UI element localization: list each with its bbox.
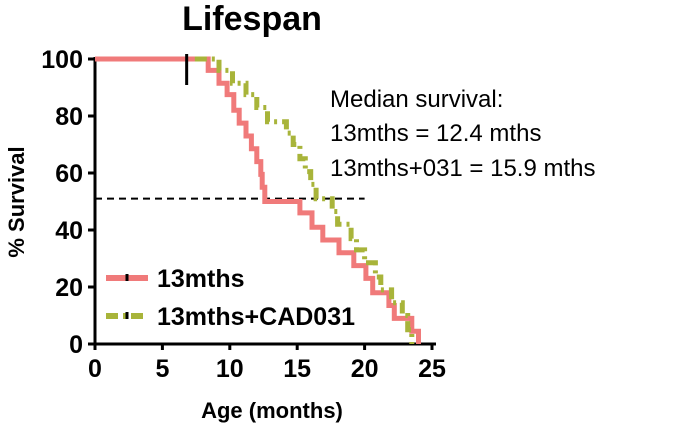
- axes: [88, 57, 436, 350]
- y-axis-label: % Survival: [4, 146, 29, 257]
- series-line-13mths-cad031: [194, 56, 415, 344]
- y-tick-label: 80: [55, 103, 83, 131]
- y-tick-label: 100: [41, 46, 83, 74]
- legend-item-13mths: 13mths: [106, 265, 245, 293]
- y-tick-label: 0: [69, 331, 83, 359]
- legend: 13mths 13mths+CAD031: [106, 265, 355, 331]
- x-tick-label: 15: [283, 355, 311, 383]
- chart-title: Lifespan: [182, 0, 322, 38]
- series-group: [95, 56, 421, 344]
- x-tick-label: 5: [155, 355, 169, 383]
- tick-labels: 0 5 10 15 20 25 0 20 40 60 80 100: [41, 46, 446, 383]
- y-tick-label: 40: [55, 217, 83, 245]
- x-tick-label: 20: [351, 355, 379, 383]
- x-tick-label: 10: [216, 355, 244, 383]
- legend-censor-tick-13mths: [125, 274, 129, 281]
- annotation-box: Median survival: 13mths = 12.4 mths 13mt…: [330, 86, 596, 182]
- series-line-13mths: [95, 56, 421, 344]
- annotation-line-1: Median survival:: [330, 86, 503, 113]
- x-tick-label: 0: [88, 355, 102, 383]
- x-tick-label: 25: [418, 355, 446, 383]
- legend-item-13mths-cad031: 13mths+CAD031: [106, 303, 355, 331]
- x-axis-label: Age (months): [201, 398, 343, 423]
- legend-label-13mths: 13mths: [157, 265, 245, 293]
- legend-label-13mths-cad031: 13mths+CAD031: [157, 303, 355, 331]
- annotation-line-2: 13mths = 12.4 mths: [330, 120, 541, 147]
- y-tick-label: 20: [55, 274, 83, 302]
- y-tick-label: 60: [55, 160, 83, 188]
- legend-censor-tick-13mths-cad031: [125, 312, 129, 319]
- annotation-line-3: 13mths+031 = 15.9 mths: [330, 155, 596, 182]
